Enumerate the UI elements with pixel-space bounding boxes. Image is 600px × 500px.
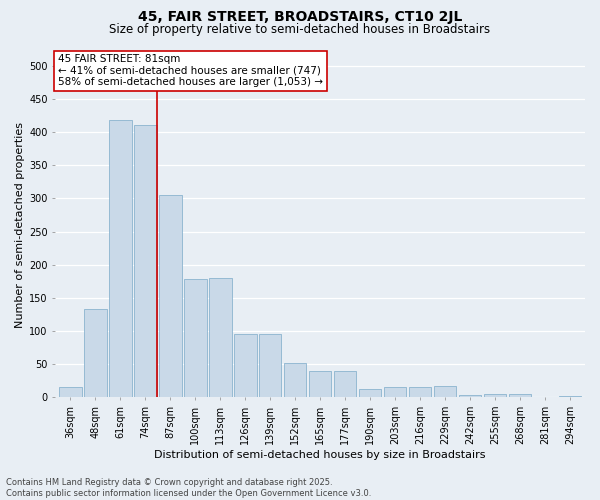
Bar [134, 126, 157, 398]
Bar [309, 371, 331, 398]
Bar [384, 388, 406, 398]
Bar [184, 278, 206, 398]
Text: Contains HM Land Registry data © Crown copyright and database right 2025.
Contai: Contains HM Land Registry data © Crown c… [6, 478, 371, 498]
Bar [559, 396, 581, 398]
Text: Size of property relative to semi-detached houses in Broadstairs: Size of property relative to semi-detach… [109, 22, 491, 36]
Bar [259, 334, 281, 398]
Bar [534, 396, 556, 398]
Bar [359, 390, 382, 398]
Bar [434, 386, 457, 398]
Bar [84, 309, 107, 398]
X-axis label: Distribution of semi-detached houses by size in Broadstairs: Distribution of semi-detached houses by … [154, 450, 486, 460]
Bar [459, 394, 481, 398]
Bar [334, 371, 356, 398]
Bar [209, 278, 232, 398]
Text: 45 FAIR STREET: 81sqm
← 41% of semi-detached houses are smaller (747)
58% of sem: 45 FAIR STREET: 81sqm ← 41% of semi-deta… [58, 54, 323, 88]
Bar [409, 388, 431, 398]
Text: 45, FAIR STREET, BROADSTAIRS, CT10 2JL: 45, FAIR STREET, BROADSTAIRS, CT10 2JL [138, 10, 462, 24]
Bar [509, 394, 531, 398]
Bar [159, 195, 182, 398]
Bar [109, 120, 131, 398]
Y-axis label: Number of semi-detached properties: Number of semi-detached properties [15, 122, 25, 328]
Bar [234, 334, 257, 398]
Bar [284, 363, 307, 398]
Bar [59, 388, 82, 398]
Bar [484, 394, 506, 398]
